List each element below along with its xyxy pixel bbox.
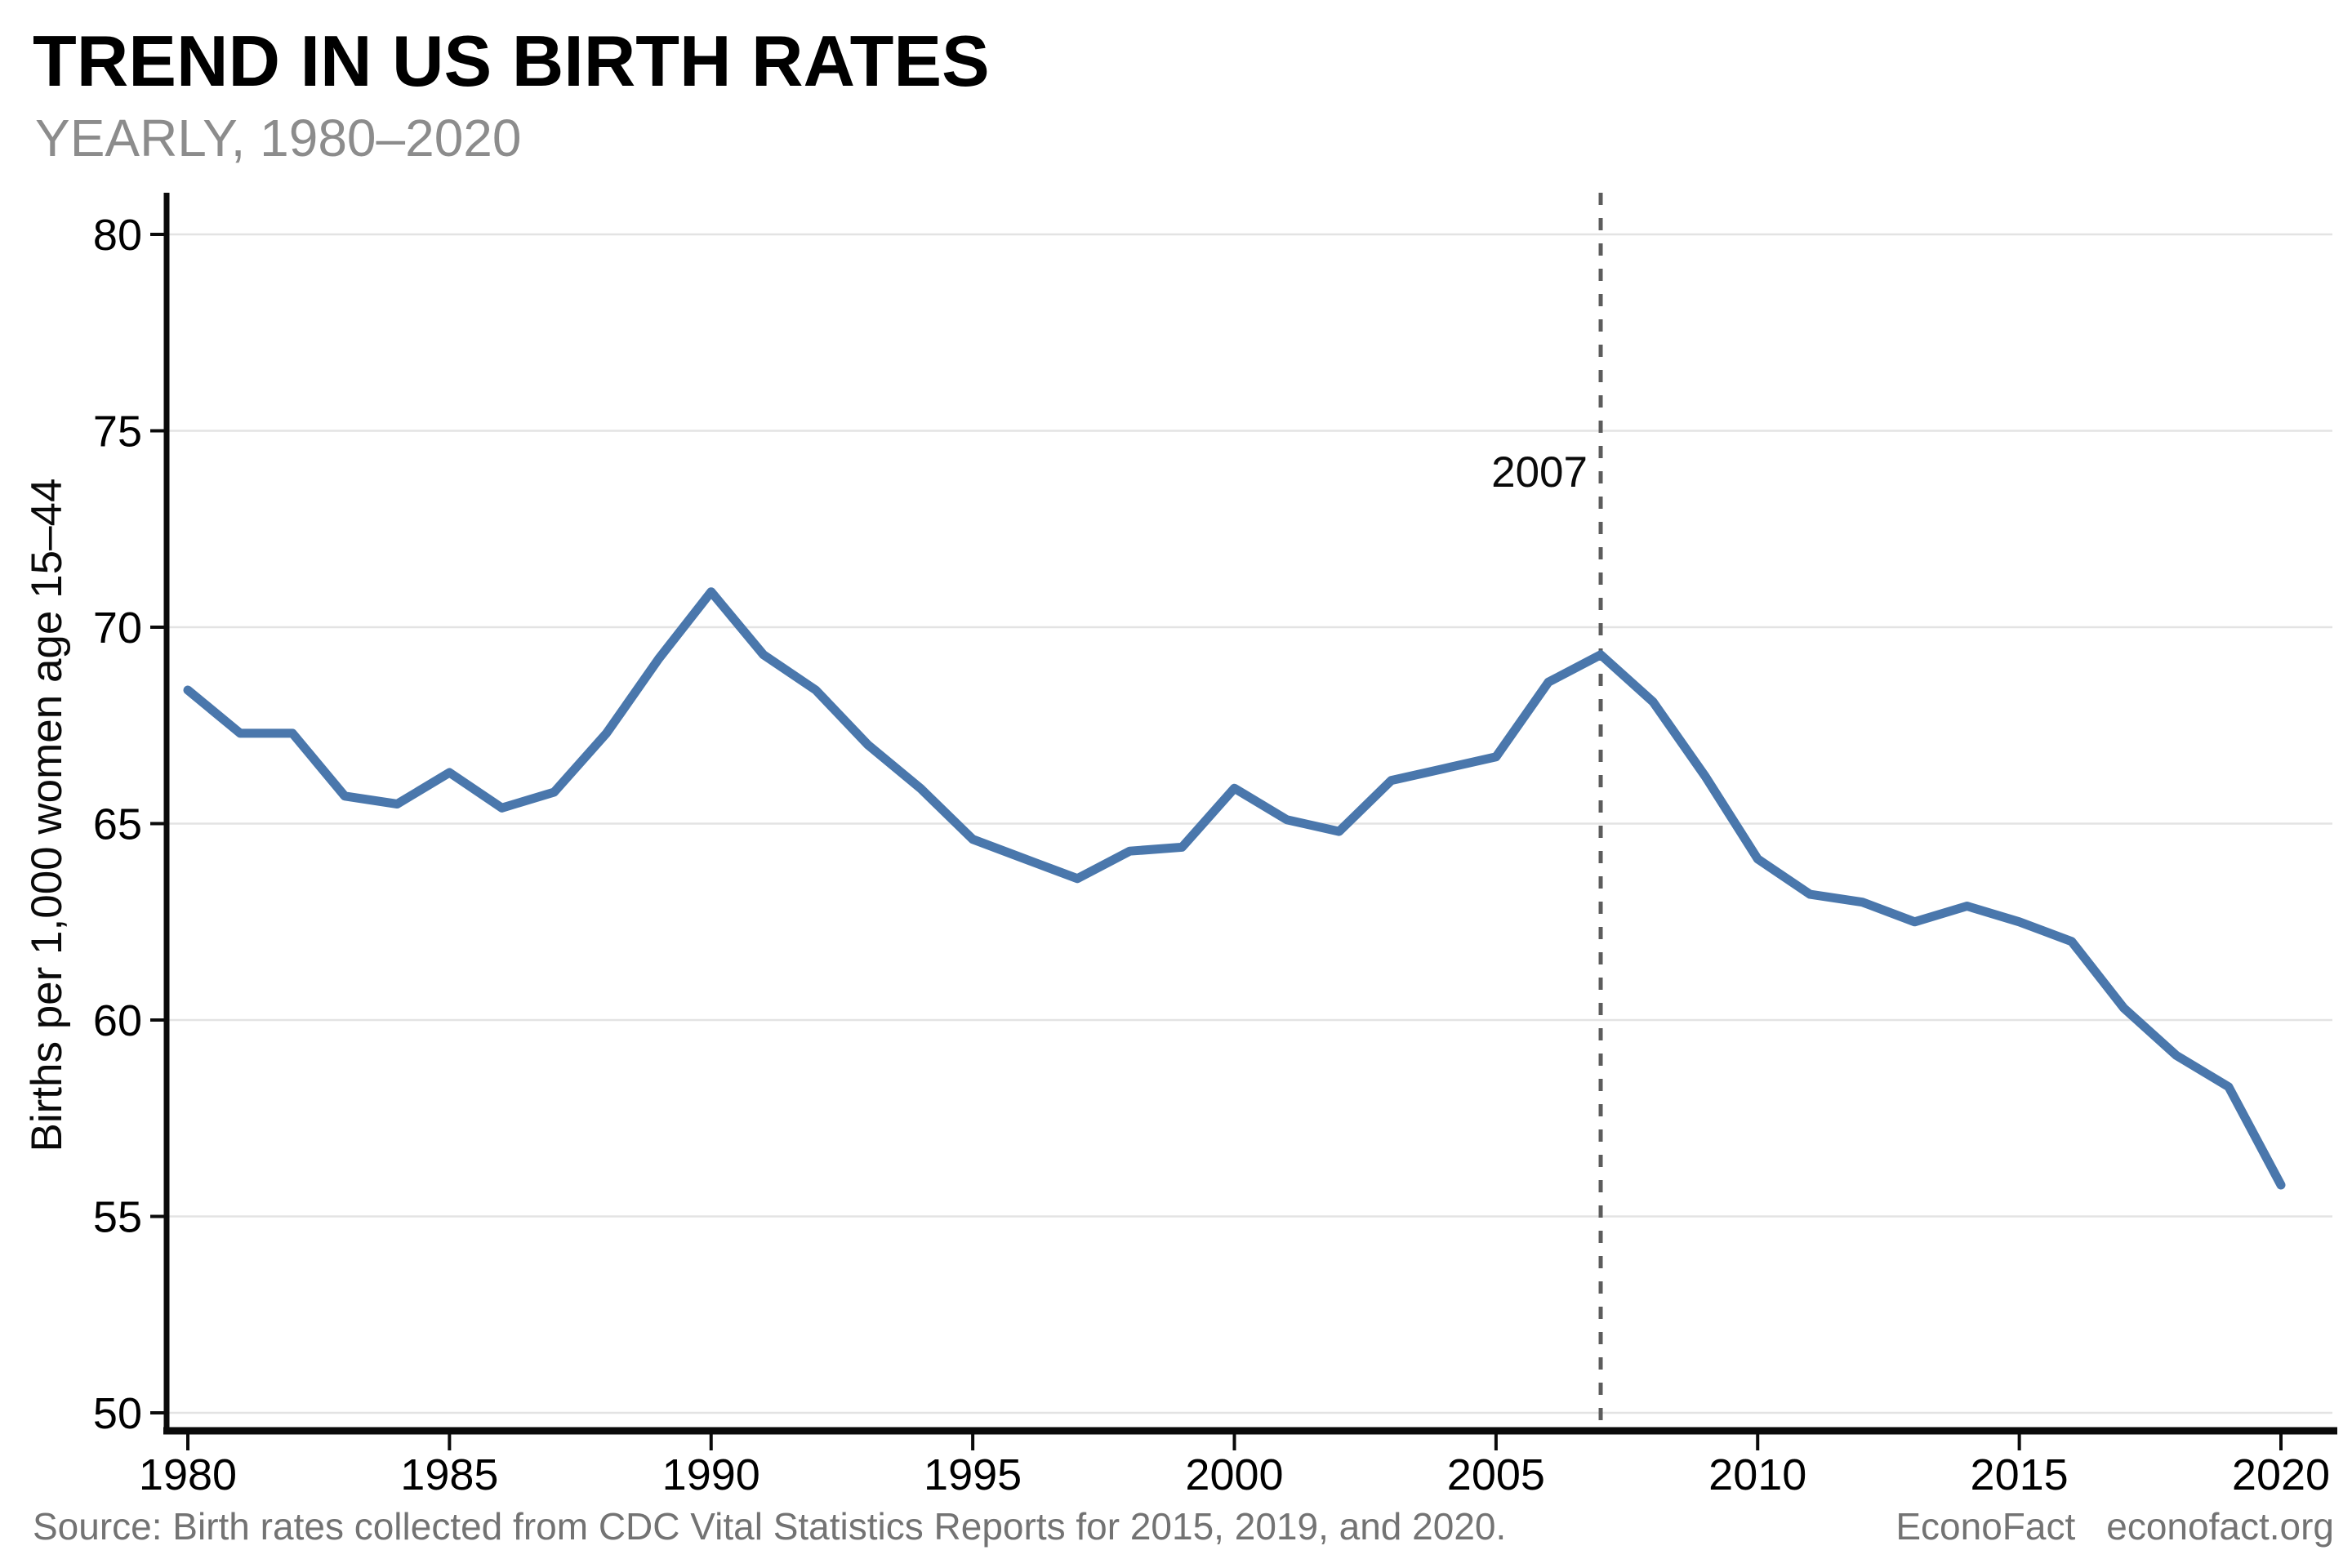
x-tick-label-1990: 1990 (662, 1450, 760, 1499)
y-tick-label-75: 75 (93, 408, 142, 457)
axes (150, 193, 2337, 1450)
page-title: TREND IN US BIRTH RATES (33, 20, 990, 101)
x-tick-label-2005: 2005 (1447, 1450, 1545, 1499)
gridlines (165, 233, 2332, 1414)
x-tick-label-1995: 1995 (924, 1450, 1022, 1499)
x-tick-label-2010: 2010 (1708, 1450, 1806, 1499)
x-tick-label-2000: 2000 (1185, 1450, 1283, 1499)
x-tick-label-1980: 1980 (139, 1450, 237, 1499)
y-tick-label-70: 70 (93, 604, 142, 653)
y-tick-label-65: 65 (93, 800, 142, 849)
x-tick-label-2015: 2015 (1971, 1450, 2069, 1499)
y-tick-label-55: 55 (93, 1193, 142, 1242)
brand-site: econofact.org (2106, 1505, 2334, 1548)
tick-labels: 50 55 60 65 70 75 80 1980 1985 1990 1995 2000 2005 20… (93, 211, 2330, 1499)
brand-name: EconoFact (1895, 1505, 2076, 1548)
y-tick-label-80: 80 (93, 211, 142, 260)
annotation-2007-label: 2007 (1491, 448, 1588, 497)
page-subtitle: YEARLY, 1980–2020 (35, 109, 522, 167)
x-tick-label-2020: 2020 (2232, 1450, 2330, 1499)
data-series (183, 587, 2286, 1190)
y-axis-title: Births per 1,000 women age 15–44 (23, 479, 71, 1152)
source-note: Source: Birth rates collected from CDC V… (33, 1505, 1507, 1548)
y-tick-label-50: 50 (93, 1389, 142, 1438)
birth-rate-line (183, 587, 2286, 1190)
x-tick-label-1985: 1985 (400, 1450, 498, 1499)
brand-line: EconoFact econofact.org (1895, 1504, 2334, 1548)
y-tick-label-60: 60 (93, 996, 142, 1045)
